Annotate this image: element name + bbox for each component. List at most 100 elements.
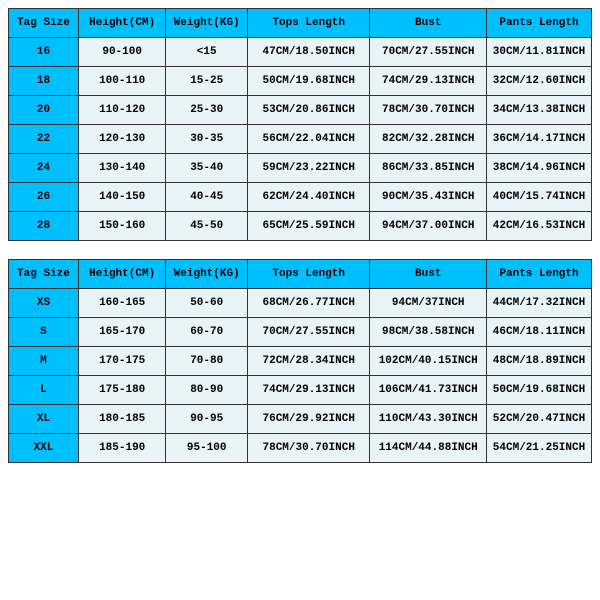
- data-cell: 35-40: [166, 154, 248, 183]
- data-cell: 25-30: [166, 96, 248, 125]
- col-height: Height(CM): [78, 260, 165, 289]
- data-cell: 50CM/19.68INCH: [487, 376, 592, 405]
- data-cell: 65CM/25.59INCH: [248, 212, 370, 241]
- size-cell: L: [9, 376, 79, 405]
- data-cell: 70-80: [166, 347, 248, 376]
- data-cell: 15-25: [166, 67, 248, 96]
- data-cell: 86CM/33.85INCH: [370, 154, 487, 183]
- data-cell: 40CM/15.74INCH: [487, 183, 592, 212]
- data-cell: 52CM/20.47INCH: [487, 405, 592, 434]
- data-cell: 42CM/16.53INCH: [487, 212, 592, 241]
- data-cell: 110-120: [78, 96, 165, 125]
- data-cell: 30-35: [166, 125, 248, 154]
- data-cell: 56CM/22.04INCH: [248, 125, 370, 154]
- data-cell: 38CM/14.96INCH: [487, 154, 592, 183]
- data-cell: 100-110: [78, 67, 165, 96]
- col-weight: Weight(KG): [166, 9, 248, 38]
- size-cell: XL: [9, 405, 79, 434]
- table-row: 24130-14035-4059CM/23.22INCH86CM/33.85IN…: [9, 154, 592, 183]
- col-bust: Bust: [370, 9, 487, 38]
- col-bust: Bust: [370, 260, 487, 289]
- data-cell: 120-130: [78, 125, 165, 154]
- col-tag-size: Tag Size: [9, 260, 79, 289]
- size-cell: XXL: [9, 434, 79, 463]
- size-cell: 26: [9, 183, 79, 212]
- data-cell: <15: [166, 38, 248, 67]
- data-cell: 32CM/12.60INCH: [487, 67, 592, 96]
- header-row: Tag Size Height(CM) Weight(KG) Tops Leng…: [9, 9, 592, 38]
- data-cell: 170-175: [78, 347, 165, 376]
- data-cell: 70CM/27.55INCH: [370, 38, 487, 67]
- data-cell: 114CM/44.88INCH: [370, 434, 487, 463]
- data-cell: 106CM/41.73INCH: [370, 376, 487, 405]
- data-cell: 72CM/28.34INCH: [248, 347, 370, 376]
- data-cell: 95-100: [166, 434, 248, 463]
- col-pants-length: Pants Length: [487, 260, 592, 289]
- data-cell: 30CM/11.81INCH: [487, 38, 592, 67]
- table-row: M170-17570-8072CM/28.34INCH102CM/40.15IN…: [9, 347, 592, 376]
- data-cell: 140-150: [78, 183, 165, 212]
- data-cell: 180-185: [78, 405, 165, 434]
- data-cell: 59CM/23.22INCH: [248, 154, 370, 183]
- col-height: Height(CM): [78, 9, 165, 38]
- size-cell: 20: [9, 96, 79, 125]
- data-cell: 150-160: [78, 212, 165, 241]
- data-cell: 94CM/37INCH: [370, 289, 487, 318]
- size-cell: 18: [9, 67, 79, 96]
- table-row: 20110-12025-3053CM/20.86INCH78CM/30.70IN…: [9, 96, 592, 125]
- table-gap: [8, 241, 592, 259]
- data-cell: 165-170: [78, 318, 165, 347]
- data-cell: 78CM/30.70INCH: [370, 96, 487, 125]
- col-weight: Weight(KG): [166, 260, 248, 289]
- data-cell: 110CM/43.30INCH: [370, 405, 487, 434]
- data-cell: 40-45: [166, 183, 248, 212]
- data-cell: 130-140: [78, 154, 165, 183]
- data-cell: 62CM/24.40INCH: [248, 183, 370, 212]
- data-cell: 82CM/32.28INCH: [370, 125, 487, 154]
- size-cell: XS: [9, 289, 79, 318]
- data-cell: 94CM/37.00INCH: [370, 212, 487, 241]
- data-cell: 36CM/14.17INCH: [487, 125, 592, 154]
- data-cell: 74CM/29.13INCH: [248, 376, 370, 405]
- data-cell: 76CM/29.92INCH: [248, 405, 370, 434]
- table-row: 28150-16045-5065CM/25.59INCH94CM/37.00IN…: [9, 212, 592, 241]
- data-cell: 60-70: [166, 318, 248, 347]
- size-cell: 24: [9, 154, 79, 183]
- col-tops-length: Tops Length: [248, 9, 370, 38]
- size-cell: 22: [9, 125, 79, 154]
- table-row: XXL185-19095-10078CM/30.70INCH114CM/44.8…: [9, 434, 592, 463]
- data-cell: 175-180: [78, 376, 165, 405]
- data-cell: 46CM/18.11INCH: [487, 318, 592, 347]
- data-cell: 90CM/35.43INCH: [370, 183, 487, 212]
- data-cell: 80-90: [166, 376, 248, 405]
- data-cell: 44CM/17.32INCH: [487, 289, 592, 318]
- table-row: 22120-13030-3556CM/22.04INCH82CM/32.28IN…: [9, 125, 592, 154]
- data-cell: 54CM/21.25INCH: [487, 434, 592, 463]
- data-cell: 50CM/19.68INCH: [248, 67, 370, 96]
- data-cell: 90-100: [78, 38, 165, 67]
- data-cell: 78CM/30.70INCH: [248, 434, 370, 463]
- table-row: 26140-15040-4562CM/24.40INCH90CM/35.43IN…: [9, 183, 592, 212]
- data-cell: 68CM/26.77INCH: [248, 289, 370, 318]
- table-row: S165-17060-7070CM/27.55INCH98CM/38.58INC…: [9, 318, 592, 347]
- size-chart-adult: Tag Size Height(CM) Weight(KG) Tops Leng…: [8, 259, 592, 463]
- data-cell: 45-50: [166, 212, 248, 241]
- table-row: L175-18080-9074CM/29.13INCH106CM/41.73IN…: [9, 376, 592, 405]
- table-row: XS160-16550-6068CM/26.77INCH94CM/37INCH4…: [9, 289, 592, 318]
- data-cell: 53CM/20.86INCH: [248, 96, 370, 125]
- col-pants-length: Pants Length: [487, 9, 592, 38]
- data-cell: 185-190: [78, 434, 165, 463]
- data-cell: 34CM/13.38INCH: [487, 96, 592, 125]
- table-row: XL180-18590-9576CM/29.92INCH110CM/43.30I…: [9, 405, 592, 434]
- data-cell: 74CM/29.13INCH: [370, 67, 487, 96]
- data-cell: 47CM/18.50INCH: [248, 38, 370, 67]
- size-cell: 16: [9, 38, 79, 67]
- size-chart-kids: Tag Size Height(CM) Weight(KG) Tops Leng…: [8, 8, 592, 241]
- data-cell: 70CM/27.55INCH: [248, 318, 370, 347]
- header-row: Tag Size Height(CM) Weight(KG) Tops Leng…: [9, 260, 592, 289]
- table-row: 1690-100<1547CM/18.50INCH70CM/27.55INCH3…: [9, 38, 592, 67]
- col-tops-length: Tops Length: [248, 260, 370, 289]
- size-cell: S: [9, 318, 79, 347]
- size-cell: 28: [9, 212, 79, 241]
- data-cell: 90-95: [166, 405, 248, 434]
